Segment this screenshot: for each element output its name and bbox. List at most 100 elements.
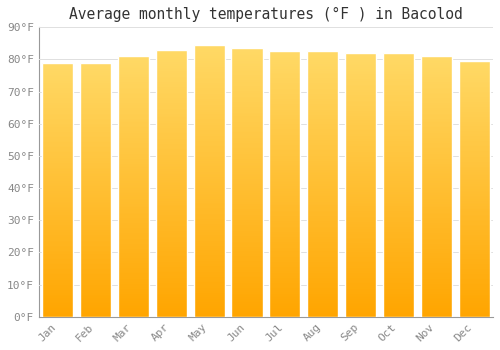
Bar: [345, 71, 376, 72]
Bar: [118, 133, 149, 134]
Bar: [156, 68, 187, 69]
Bar: [194, 108, 224, 110]
Bar: [345, 243, 376, 245]
Bar: [270, 219, 300, 221]
Bar: [383, 227, 414, 229]
Bar: [458, 61, 490, 317]
Bar: [458, 88, 490, 90]
Bar: [458, 168, 490, 170]
Bar: [80, 102, 111, 103]
Bar: [156, 256, 187, 258]
Bar: [307, 212, 338, 214]
Bar: [80, 81, 111, 83]
Bar: [232, 278, 262, 279]
Bar: [383, 271, 414, 273]
Bar: [232, 190, 262, 191]
Bar: [458, 93, 490, 95]
Bar: [232, 114, 262, 116]
Bar: [80, 214, 111, 215]
Bar: [421, 154, 452, 155]
Bar: [383, 164, 414, 166]
Bar: [156, 210, 187, 212]
Bar: [156, 206, 187, 208]
Bar: [194, 292, 224, 293]
Bar: [80, 176, 111, 178]
Bar: [80, 234, 111, 236]
Bar: [156, 194, 187, 196]
Bar: [194, 230, 224, 232]
Bar: [345, 201, 376, 203]
Bar: [80, 119, 111, 120]
Bar: [194, 45, 224, 317]
Bar: [270, 196, 300, 198]
Bar: [270, 126, 300, 127]
Bar: [194, 266, 224, 268]
Bar: [80, 120, 111, 122]
Bar: [345, 90, 376, 92]
Bar: [194, 125, 224, 127]
Bar: [383, 176, 414, 178]
Bar: [421, 66, 452, 68]
Bar: [80, 229, 111, 230]
Bar: [156, 87, 187, 89]
Bar: [80, 105, 111, 107]
Bar: [345, 76, 376, 78]
Bar: [156, 114, 187, 116]
Bar: [232, 285, 262, 286]
Bar: [118, 275, 149, 277]
Bar: [194, 233, 224, 235]
Bar: [118, 105, 149, 107]
Bar: [194, 63, 224, 65]
Bar: [156, 183, 187, 185]
Bar: [383, 102, 414, 104]
Bar: [270, 164, 300, 166]
Bar: [194, 87, 224, 89]
Bar: [345, 55, 376, 57]
Bar: [80, 115, 111, 117]
Bar: [458, 82, 490, 83]
Bar: [421, 258, 452, 259]
Bar: [118, 225, 149, 226]
Bar: [383, 113, 414, 114]
Bar: [307, 184, 338, 186]
Bar: [194, 250, 224, 252]
Bar: [118, 113, 149, 115]
Bar: [421, 155, 452, 157]
Bar: [345, 304, 376, 306]
Bar: [156, 85, 187, 87]
Bar: [232, 267, 262, 268]
Bar: [118, 201, 149, 202]
Bar: [383, 53, 414, 317]
Bar: [118, 164, 149, 166]
Bar: [307, 285, 338, 287]
Bar: [80, 227, 111, 229]
Bar: [42, 252, 74, 254]
Bar: [458, 189, 490, 191]
Bar: [232, 48, 262, 317]
Bar: [80, 240, 111, 242]
Bar: [307, 182, 338, 184]
Bar: [383, 139, 414, 141]
Bar: [156, 123, 187, 125]
Bar: [42, 124, 74, 125]
Bar: [42, 183, 74, 185]
Bar: [458, 307, 490, 308]
Bar: [421, 197, 452, 199]
Bar: [156, 182, 187, 183]
Bar: [156, 278, 187, 279]
Bar: [156, 254, 187, 256]
Bar: [270, 172, 300, 174]
Bar: [383, 280, 414, 282]
Bar: [118, 141, 149, 143]
Bar: [458, 187, 490, 189]
Bar: [232, 310, 262, 312]
Bar: [42, 76, 74, 78]
Bar: [42, 64, 74, 66]
Bar: [156, 167, 187, 169]
Bar: [156, 276, 187, 278]
Bar: [232, 134, 262, 136]
Bar: [458, 78, 490, 80]
Bar: [118, 239, 149, 240]
Bar: [458, 259, 490, 260]
Bar: [42, 78, 74, 79]
